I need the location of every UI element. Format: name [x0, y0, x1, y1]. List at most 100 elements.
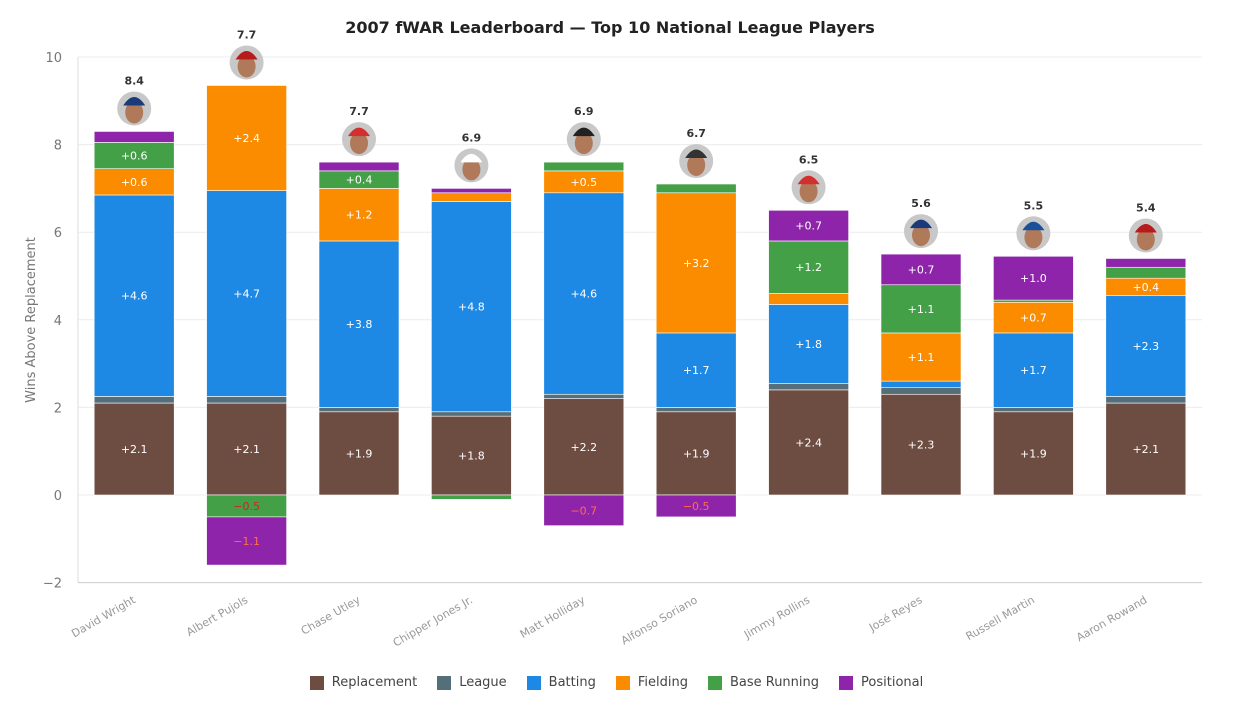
legend-swatch [707, 675, 722, 690]
segment-value-label: +1.8 [795, 338, 822, 351]
bar-segment-positional [206, 516, 287, 566]
segment-value-label: +2.3 [908, 439, 935, 452]
legend-item[interactable]: Replacement [309, 675, 417, 690]
bar-segment-league [1105, 396, 1187, 404]
player-headshot [229, 45, 264, 80]
bar-segment-batting [655, 332, 737, 408]
total-value-label: 7.7 [237, 28, 257, 41]
segment-value-label: +0.5 [570, 176, 597, 189]
bar-segment-batting [1105, 295, 1187, 397]
headshot-cap [572, 127, 595, 137]
segment-value-label: +1.2 [795, 261, 822, 274]
y-tick-label: 2 [54, 401, 62, 416]
segment-value-label: +3.8 [346, 318, 373, 331]
bar-segment-batting [993, 332, 1074, 408]
bar-segment-league [543, 393, 625, 399]
bar-segment-base-running [93, 142, 175, 169]
segment-value-label: +2.1 [233, 443, 260, 456]
headshot-cap [123, 96, 146, 106]
x-tick-label: Jimmy Rollins [741, 593, 812, 642]
headshot-face [462, 158, 481, 181]
chart-title: 2007 fWAR Leaderboard — Top 10 National … [345, 18, 875, 37]
player-headshot [117, 91, 152, 126]
segment-value-label: +1.9 [346, 447, 373, 460]
headshot-cap [910, 219, 932, 229]
bar-segment-replacement [93, 402, 175, 496]
bar-segment-league [768, 383, 849, 391]
headshot-face [237, 55, 256, 78]
bar-segment-replacement [431, 415, 512, 496]
bar-segment-positional [543, 494, 625, 526]
bar-segment-league [880, 387, 962, 395]
segment-value-label: +0.6 [121, 150, 148, 163]
headshot-cap [460, 153, 483, 163]
legend-swatch [309, 675, 324, 690]
segment-value-label: −0.5 [233, 500, 260, 513]
bar-segment-fielding [93, 168, 175, 196]
bar-segment-base-running [431, 494, 512, 500]
segment-value-label: +3.2 [683, 257, 710, 270]
segment-value-label: +1.1 [908, 351, 935, 364]
bar-segment-batting [93, 194, 175, 397]
bar-segment-positional [880, 253, 962, 286]
segment-value-label: +2.2 [570, 441, 597, 454]
segment-value-label: +2.4 [795, 436, 822, 449]
y-tick-label: 6 [54, 226, 62, 241]
bar-segment-batting [768, 304, 849, 384]
segment-value-label: +1.2 [346, 209, 373, 222]
legend-swatch [526, 675, 541, 690]
legend-swatch [839, 675, 854, 690]
legend-swatch [615, 675, 630, 690]
segment-value-label: +0.6 [121, 176, 148, 189]
bar-segment-base-running [880, 284, 962, 334]
segment-value-label: +4.6 [570, 288, 597, 301]
legend-item[interactable]: Base Running [707, 675, 820, 690]
segment-value-label: +2.3 [1132, 340, 1159, 353]
bar-segment-fielding [206, 85, 287, 191]
segment-value-label: +0.7 [908, 263, 935, 276]
segment-value-label: +4.7 [233, 288, 260, 301]
player-headshot [791, 170, 826, 205]
headshot-cap [235, 50, 258, 60]
bar-segment-positional [431, 188, 512, 194]
bar-segment-fielding [431, 192, 512, 202]
y-tick-label: −2 [43, 577, 62, 592]
player-headshot [679, 144, 714, 179]
bar-segment-fielding [880, 332, 962, 382]
segment-value-label: +1.9 [1020, 447, 1047, 460]
bar-segment-league [655, 407, 737, 413]
legend-label: Base Running [729, 675, 820, 690]
bar-segment-base-running [655, 183, 737, 194]
legend-item[interactable]: Positional [839, 675, 923, 690]
bar-segment-base-running [1105, 266, 1187, 279]
headshot-face [799, 180, 818, 203]
total-value-label: 5.5 [1024, 199, 1044, 212]
bar-segment-fielding [318, 188, 400, 242]
bar-segment-league [206, 396, 287, 404]
segment-value-label: +1.7 [683, 364, 710, 377]
legend-item[interactable]: Batting [526, 675, 596, 690]
y-tick-label: 0 [54, 489, 62, 504]
legend-swatch [437, 675, 452, 690]
segment-value-label: +1.8 [458, 450, 485, 463]
headshot-face [125, 101, 144, 124]
bar-segment-league [431, 411, 512, 417]
headshot-cap [685, 149, 708, 159]
segment-value-label: −0.7 [570, 504, 597, 517]
player-headshot [342, 122, 376, 157]
headshot-face [1024, 226, 1043, 249]
x-tick-label: David Wright [69, 593, 138, 640]
total-value-label: 8.4 [124, 74, 144, 87]
bar-segment-batting [318, 240, 400, 408]
segment-value-label: +0.4 [1132, 281, 1159, 294]
bar-segment-positional [768, 210, 849, 242]
legend-item[interactable]: Fielding [615, 675, 688, 690]
legend-item[interactable]: League [437, 675, 507, 690]
segment-value-label: −0.5 [683, 500, 710, 513]
y-tick-label: 10 [45, 51, 62, 66]
player-headshot [1016, 216, 1051, 251]
segment-value-label: −1.1 [233, 535, 260, 548]
bar-segment-replacement [655, 411, 737, 496]
headshot-cap [348, 127, 370, 137]
legend-label: Batting [548, 675, 596, 690]
